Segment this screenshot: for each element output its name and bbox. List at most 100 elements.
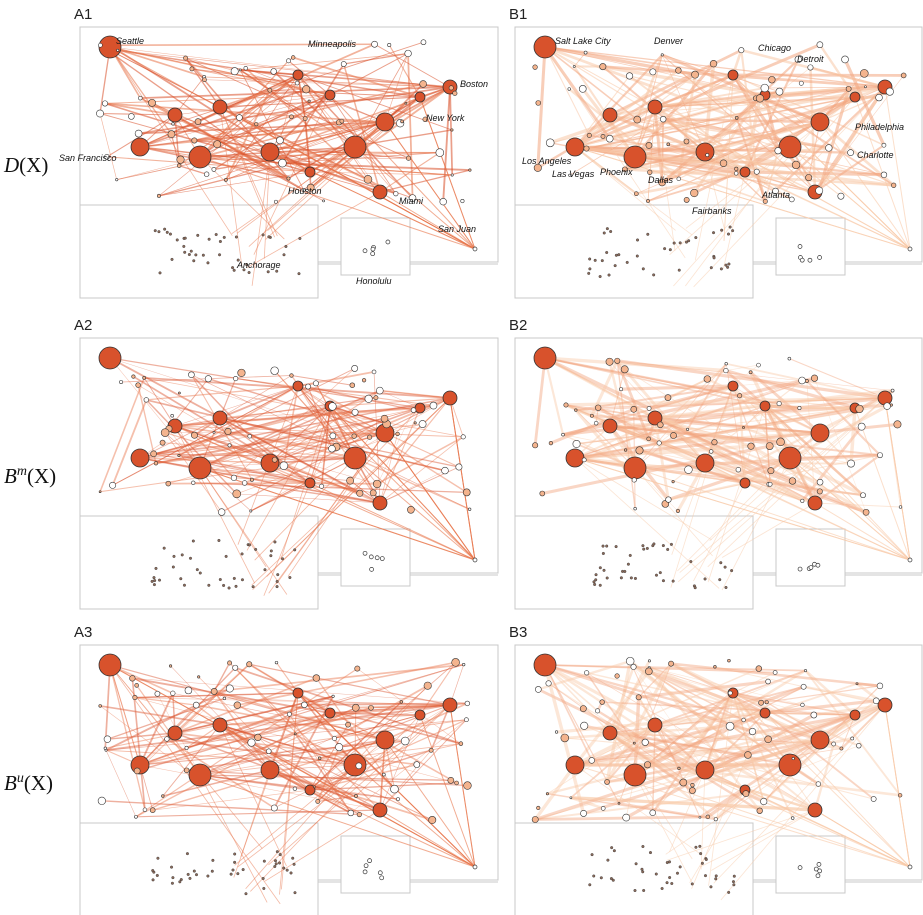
airport — [762, 198, 768, 204]
airport — [234, 235, 238, 239]
airport — [183, 767, 190, 774]
airport — [683, 138, 690, 145]
route — [764, 405, 864, 497]
airport — [143, 397, 149, 403]
airport — [695, 142, 715, 162]
route — [155, 407, 421, 464]
route — [384, 432, 460, 468]
airport — [649, 68, 657, 76]
route — [574, 407, 856, 459]
route — [269, 769, 476, 868]
airport — [617, 801, 621, 805]
route — [117, 49, 421, 98]
route — [547, 713, 856, 795]
airport — [236, 114, 243, 121]
airport — [807, 802, 823, 818]
airport — [877, 697, 893, 713]
airport — [646, 199, 650, 203]
airport — [206, 261, 210, 265]
airport — [839, 746, 844, 751]
airport — [689, 560, 693, 564]
row-label-part: B — [4, 464, 17, 488]
route — [172, 693, 406, 742]
route — [667, 369, 727, 399]
airport — [532, 442, 539, 449]
route — [219, 724, 360, 815]
airport — [855, 682, 859, 686]
airport — [346, 476, 355, 485]
hawaii-inset — [775, 528, 846, 587]
airport — [343, 446, 367, 470]
airport — [724, 263, 728, 267]
airport — [723, 565, 727, 569]
route — [732, 692, 791, 766]
airport — [535, 100, 541, 106]
airport — [579, 705, 587, 713]
route — [374, 43, 452, 89]
airport — [602, 418, 618, 434]
route — [158, 82, 298, 197]
route — [354, 457, 476, 561]
route — [732, 692, 765, 802]
airport — [170, 690, 176, 696]
route — [591, 724, 656, 761]
airport — [373, 395, 379, 401]
route — [732, 692, 794, 819]
route — [315, 383, 356, 459]
route — [654, 417, 821, 434]
airport — [293, 732, 297, 736]
route — [654, 724, 706, 771]
route — [357, 668, 462, 744]
airport — [548, 440, 554, 446]
route — [107, 732, 176, 740]
route — [789, 146, 911, 250]
route — [575, 409, 636, 469]
route — [574, 54, 664, 148]
airport — [877, 452, 883, 459]
airport — [222, 235, 226, 239]
route — [574, 146, 676, 231]
airport — [735, 467, 741, 473]
route — [174, 425, 476, 561]
route — [544, 356, 727, 373]
airport — [458, 741, 464, 746]
route — [576, 407, 856, 445]
route — [309, 406, 333, 484]
airport — [598, 566, 602, 570]
airport — [797, 865, 803, 870]
route — [297, 692, 476, 868]
airport — [233, 701, 241, 709]
route — [634, 467, 911, 561]
airport — [578, 85, 587, 93]
route — [190, 374, 251, 437]
airport — [800, 702, 805, 708]
route — [343, 63, 381, 193]
airport — [748, 727, 757, 736]
airport — [165, 480, 172, 487]
route — [689, 789, 746, 883]
airport — [675, 67, 682, 74]
airport — [380, 414, 389, 423]
airport — [876, 682, 884, 690]
airport — [628, 553, 632, 557]
route — [544, 46, 686, 259]
route — [291, 374, 353, 386]
airport — [428, 815, 437, 824]
airport — [180, 553, 184, 557]
airport — [847, 149, 854, 157]
airport — [595, 404, 602, 411]
airport — [297, 272, 301, 276]
route — [100, 465, 284, 493]
airport — [907, 557, 913, 563]
route — [591, 414, 821, 435]
airport — [170, 881, 174, 885]
airport — [379, 875, 385, 881]
route — [139, 146, 289, 180]
route — [321, 405, 331, 487]
airport — [532, 64, 538, 70]
route — [565, 404, 674, 437]
route — [317, 685, 429, 802]
airport — [196, 233, 200, 237]
route — [168, 397, 451, 484]
city-label: Houston — [288, 186, 322, 196]
